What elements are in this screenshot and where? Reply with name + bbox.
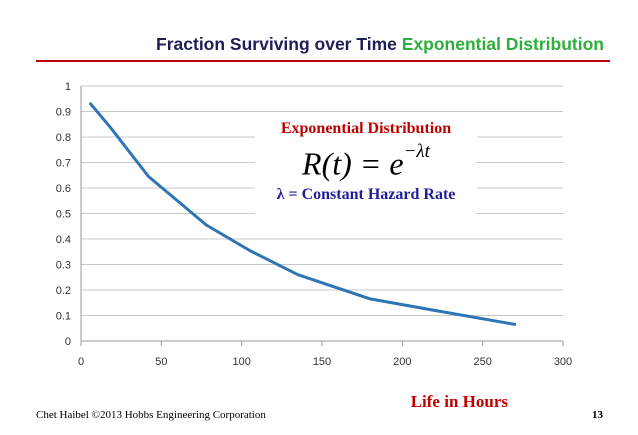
formula-box: Exponential Distribution R(t) = e−λt λ =… <box>255 116 477 218</box>
x-axis-title: Life in Hours <box>410 392 508 411</box>
series-line <box>89 102 517 326</box>
survival-formula: R(t) = e−λt <box>255 140 477 182</box>
title-accent: Exponential Distribution <box>401 34 604 54</box>
x-tick-label: 50 <box>155 356 167 368</box>
x-tick-labels: 0 50 100 150 200 250 300 <box>78 356 572 368</box>
formula-exponent: −λt <box>403 141 430 162</box>
y-tick-label: 0 <box>65 336 71 348</box>
formula-caption: Exponential Distribution <box>280 120 452 137</box>
footer-text: Chet Haibel ©2013 Hobbs Engineering Corp… <box>36 409 266 421</box>
title-main: Fraction Surviving over Time <box>156 34 397 54</box>
title-rule <box>36 60 610 62</box>
x-tick-label: 0 <box>78 356 84 368</box>
y-tick-label: 0.5 <box>56 209 71 221</box>
hazard-rate-note: λ = Constant Hazard Rate <box>276 185 456 203</box>
y-tick-labels: 0 0.1 0.2 0.3 0.4 0.5 0.6 0.7 0.8 0.9 1 <box>56 81 71 348</box>
x-tick-label: 250 <box>473 356 491 368</box>
series-layer <box>89 102 517 326</box>
x-tick-label: 100 <box>232 356 250 368</box>
x-tick-label: 150 <box>313 356 331 368</box>
formula-lhs: R(t) = e <box>302 145 404 182</box>
page-number: 13 <box>592 409 603 421</box>
slide-title: Fraction Surviving over Time Exponential… <box>0 34 604 55</box>
y-tick-label: 0.9 <box>56 107 71 119</box>
x-tick-label: 200 <box>393 356 411 368</box>
y-tick-label: 0.4 <box>56 234 71 246</box>
y-tick-label: 0.1 <box>56 311 71 323</box>
y-tick-label: 0.6 <box>56 183 71 195</box>
y-tick-label: 0.2 <box>56 285 71 297</box>
y-tick-label: 0.7 <box>56 158 71 170</box>
y-tick-label: 0.8 <box>56 132 71 144</box>
y-tick-label: 0.3 <box>56 260 71 272</box>
x-tick-label: 300 <box>554 356 572 368</box>
y-tick-label: 1 <box>65 81 71 93</box>
